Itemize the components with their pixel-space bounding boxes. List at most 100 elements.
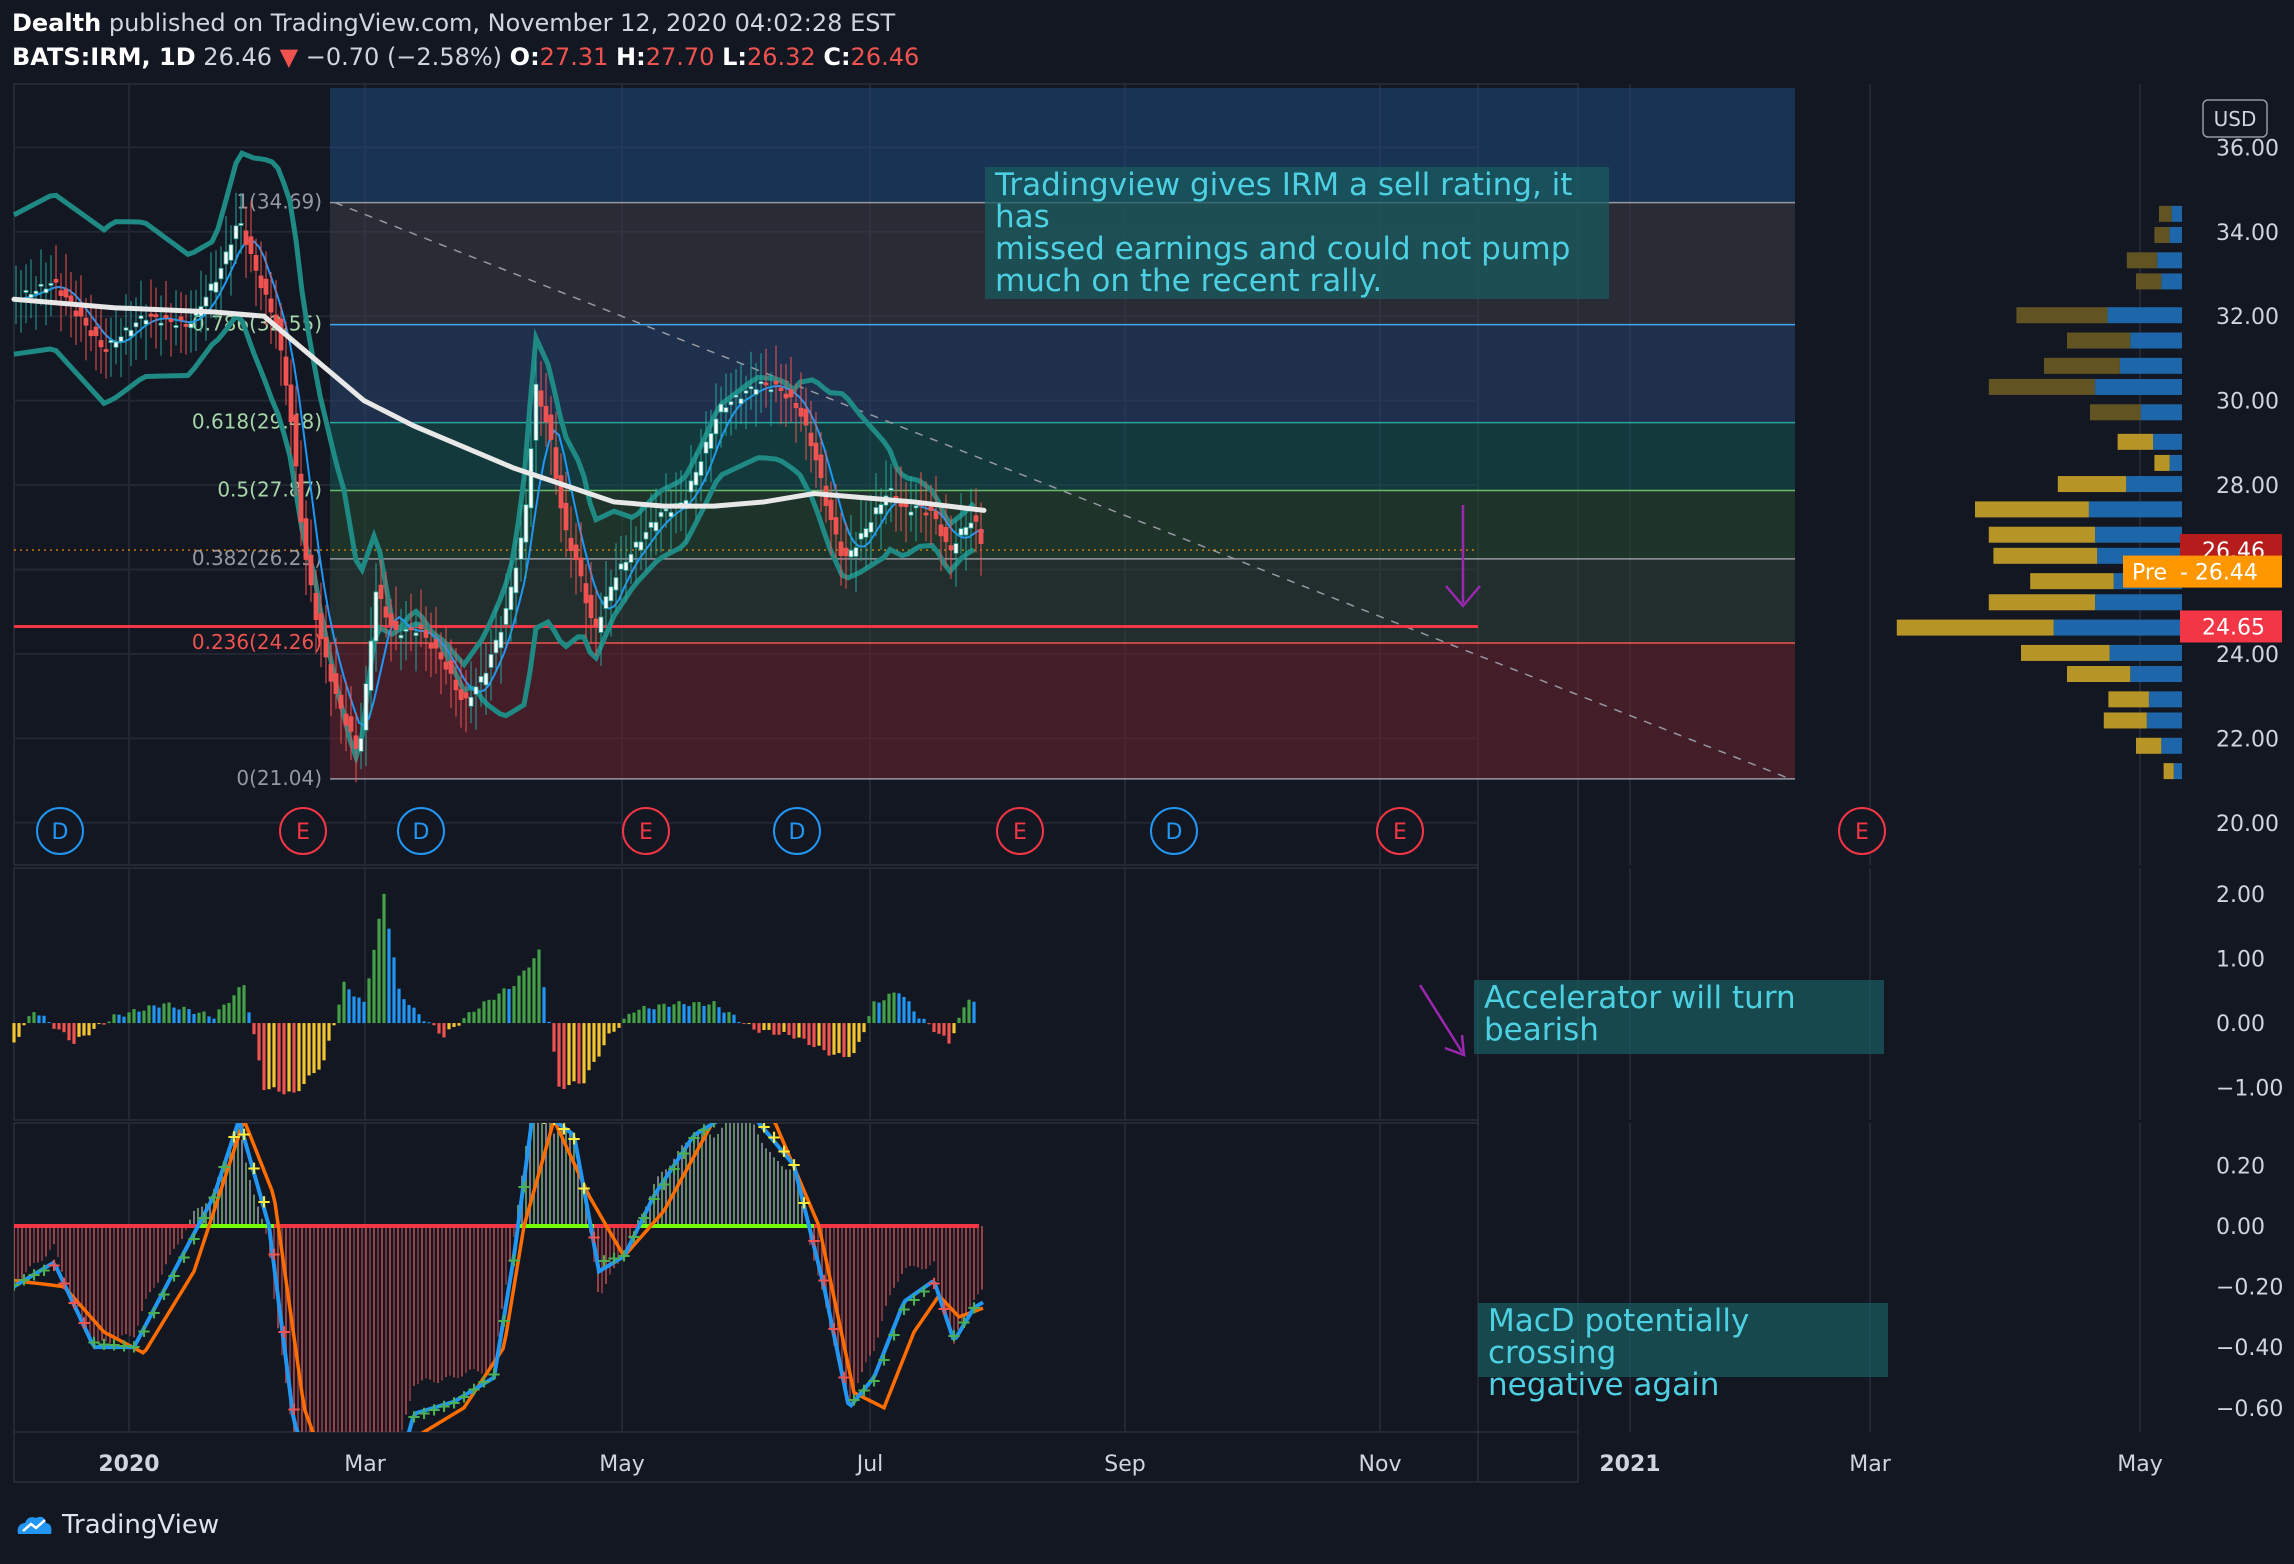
macd-line xyxy=(14,1123,985,1432)
macd-cross-marker: + xyxy=(476,1372,491,1393)
candle xyxy=(283,356,289,386)
moving-average-200 xyxy=(11,296,987,513)
accelerator-bar xyxy=(912,1011,916,1024)
macd-histogram-bar xyxy=(721,1127,723,1226)
candle xyxy=(608,586,614,602)
accelerator-bar xyxy=(182,1006,186,1024)
macd-histogram-bar xyxy=(909,1226,911,1267)
candle xyxy=(433,639,439,649)
accelerator-bar xyxy=(312,1023,316,1074)
candle xyxy=(228,244,234,261)
accelerator-bar xyxy=(952,1023,956,1034)
candle xyxy=(768,389,774,393)
note-accelerator[interactable]: Accelerator will turn bearish xyxy=(1474,980,1884,1054)
macd-content: ++++++++++++++++++++++++++++++++++++++++… xyxy=(14,1107,985,1432)
note-sell-rating[interactable]: Tradingview gives IRM a sell rating, it … xyxy=(985,167,1609,299)
macd-histogram-bar xyxy=(969,1226,971,1310)
macd-cross-marker: + xyxy=(526,1107,541,1128)
macd-histogram-bar xyxy=(821,1226,823,1290)
accelerator-bar xyxy=(442,1023,446,1038)
macd-cross-marker: + xyxy=(766,1127,781,1148)
volume-profile-up xyxy=(2107,307,2182,324)
candle xyxy=(548,414,554,440)
volume-profile-up xyxy=(2146,712,2182,729)
earnings-marker xyxy=(1376,807,1424,855)
candle xyxy=(313,592,319,621)
accelerator-bar xyxy=(932,1023,936,1033)
candle xyxy=(853,547,859,557)
macd-histogram-bar xyxy=(569,1129,571,1226)
candle xyxy=(808,432,814,447)
macd-histogram-bar xyxy=(745,1123,747,1226)
macd-histogram-bar xyxy=(373,1226,375,1432)
macd-cross-marker: + xyxy=(186,1228,201,1249)
macd-histogram-bar xyxy=(653,1183,655,1226)
accelerator-bar xyxy=(242,985,246,1024)
macd-cross-marker: + xyxy=(846,1389,861,1410)
macd-pane[interactable]: ++++++++++++++++++++++++++++++++++++++++… xyxy=(6,1076,985,1562)
macd-cross-marker: + xyxy=(936,1298,951,1319)
macd-cross-marker: + xyxy=(816,1270,831,1291)
accelerator-bar xyxy=(247,1012,251,1024)
macd-histogram-bar xyxy=(961,1226,963,1322)
macd-histogram-bar xyxy=(249,1180,251,1226)
candle xyxy=(688,480,694,493)
macd-histogram-bar xyxy=(57,1226,59,1258)
accelerator-bar xyxy=(832,1023,836,1055)
candle xyxy=(513,567,519,594)
candle xyxy=(838,541,844,556)
accelerator-bar xyxy=(237,987,241,1024)
candle xyxy=(703,441,709,454)
macd-cross-marker: + xyxy=(916,1281,931,1302)
macd-histogram-bar xyxy=(757,1134,759,1226)
macd-histogram-bar xyxy=(817,1226,819,1276)
trend-line xyxy=(334,201,1791,780)
candle xyxy=(658,511,664,518)
note-macd[interactable]: MacD potentially crossing negative again xyxy=(1478,1303,1888,1401)
author-name[interactable]: Dealth xyxy=(12,9,102,37)
macd-histogram-bar xyxy=(717,1133,719,1226)
macd-histogram-bar xyxy=(869,1226,871,1356)
accelerator-bar xyxy=(277,1023,281,1092)
tradingview-logo[interactable]: TradingView xyxy=(14,1510,219,1540)
accelerator-bar xyxy=(267,1023,271,1090)
candle xyxy=(748,386,754,390)
accelerator-bar xyxy=(477,1008,481,1024)
accelerator-pane[interactable] xyxy=(12,893,1466,1095)
accelerator-bar xyxy=(147,1005,151,1024)
candle xyxy=(373,591,379,642)
accelerator-bar xyxy=(672,1004,676,1024)
accelerator-bar xyxy=(457,1023,461,1026)
accelerator-bar xyxy=(22,1023,26,1026)
candle xyxy=(388,613,394,627)
macd-histogram-bar xyxy=(109,1226,111,1344)
macd-histogram-bar xyxy=(125,1226,127,1335)
candle xyxy=(123,327,129,331)
macd-histogram-bar xyxy=(141,1226,143,1312)
symbol-label[interactable]: BATS:IRM, 1D xyxy=(12,43,196,71)
accelerator-bar xyxy=(752,1023,756,1030)
macd-cross-marker: + xyxy=(696,1119,711,1140)
price-tick-label: 24.00 xyxy=(2216,643,2279,668)
macd-histogram-bar xyxy=(585,1206,587,1226)
fib-label: 0(21.04) xyxy=(236,766,322,790)
candle xyxy=(518,537,524,560)
price-pane[interactable]: 1(34.69)0.786(32.55)0.618(29.48)0.5(27.8… xyxy=(11,88,2182,855)
macd-histogram-bar xyxy=(101,1226,103,1341)
macd-histogram-bar xyxy=(881,1226,883,1322)
macd-histogram-bar xyxy=(89,1226,91,1342)
accelerator-bar xyxy=(597,1023,601,1057)
macd-cross-marker: + xyxy=(806,1230,821,1251)
macd-cross-marker: + xyxy=(246,1158,261,1179)
macd-histogram-bar xyxy=(17,1226,19,1283)
candle xyxy=(353,735,359,749)
candle xyxy=(308,554,314,586)
macd-cross-marker: + xyxy=(616,1245,631,1266)
accelerator-bar xyxy=(632,1012,636,1024)
macd-histogram-bar xyxy=(865,1226,867,1363)
accelerator-bar xyxy=(167,1002,171,1024)
accelerator-bar xyxy=(437,1023,441,1034)
macd-histogram-bar xyxy=(441,1226,443,1381)
arrow-down-icon xyxy=(1445,585,1481,608)
